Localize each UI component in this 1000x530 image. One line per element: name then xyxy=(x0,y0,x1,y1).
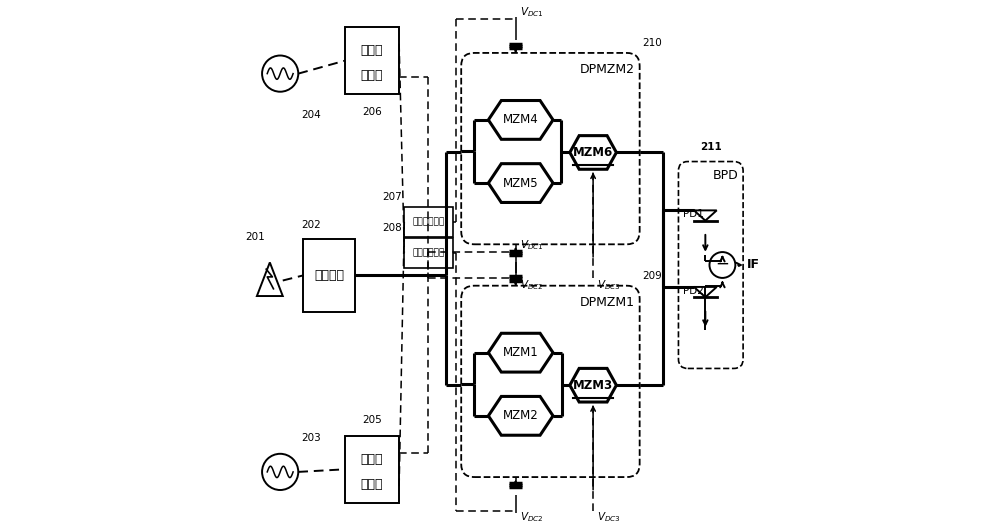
Text: PD2: PD2 xyxy=(683,286,703,296)
Text: BPD: BPD xyxy=(713,169,739,182)
Polygon shape xyxy=(488,333,553,372)
Polygon shape xyxy=(570,368,616,402)
Bar xyxy=(404,237,453,268)
Text: 203: 203 xyxy=(301,434,321,444)
Text: 206: 206 xyxy=(362,107,382,117)
Polygon shape xyxy=(257,262,283,296)
Polygon shape xyxy=(488,164,553,202)
Text: 207: 207 xyxy=(382,192,402,202)
Text: 第二电: 第二电 xyxy=(361,44,383,57)
Bar xyxy=(345,27,399,94)
Text: $V_{DC1}$: $V_{DC1}$ xyxy=(520,238,543,252)
Bar xyxy=(404,207,453,236)
Text: −: − xyxy=(715,255,729,273)
Text: $V_{DC3}$: $V_{DC3}$ xyxy=(597,511,621,525)
Polygon shape xyxy=(570,136,616,169)
Text: 功分器: 功分器 xyxy=(361,69,383,82)
Circle shape xyxy=(709,252,735,278)
Polygon shape xyxy=(488,101,553,139)
Text: MZM5: MZM5 xyxy=(503,176,539,190)
Text: 204: 204 xyxy=(301,110,321,120)
Text: $V_{DC2}$: $V_{DC2}$ xyxy=(520,278,543,292)
Text: MZM2: MZM2 xyxy=(503,409,539,422)
Text: 光功分器: 光功分器 xyxy=(314,269,344,282)
Circle shape xyxy=(262,56,298,92)
Text: IF: IF xyxy=(747,259,760,271)
Text: DPMZM2: DPMZM2 xyxy=(579,63,634,76)
Text: MZM1: MZM1 xyxy=(503,346,539,359)
Polygon shape xyxy=(694,210,717,220)
Circle shape xyxy=(262,454,298,490)
Text: MZM6: MZM6 xyxy=(573,146,613,159)
Text: $V_{DC1}$: $V_{DC1}$ xyxy=(520,5,543,19)
Text: DPMZM1: DPMZM1 xyxy=(579,296,634,309)
Text: 功分器: 功分器 xyxy=(361,478,383,491)
Text: 210: 210 xyxy=(642,38,662,48)
Bar xyxy=(345,436,399,503)
Text: PD1: PD1 xyxy=(683,209,703,219)
Text: 202: 202 xyxy=(301,220,321,230)
Text: 209: 209 xyxy=(642,270,662,280)
Polygon shape xyxy=(488,396,553,435)
Text: $V_{DC2}$: $V_{DC2}$ xyxy=(520,511,543,525)
Text: 211: 211 xyxy=(700,142,722,152)
Bar xyxy=(303,239,355,312)
Text: $V_{DC3}$: $V_{DC3}$ xyxy=(597,278,621,292)
Text: 第一电: 第一电 xyxy=(361,453,383,466)
Text: 208: 208 xyxy=(382,224,402,233)
Text: 第一电衰减器: 第一电衰减器 xyxy=(413,217,445,226)
Text: MZM4: MZM4 xyxy=(503,113,539,127)
Polygon shape xyxy=(694,287,717,297)
Text: 第二电衰减器: 第二电衰减器 xyxy=(413,248,445,257)
Text: 201: 201 xyxy=(245,232,265,242)
Text: MZM3: MZM3 xyxy=(573,379,613,392)
Text: 205: 205 xyxy=(362,416,382,426)
